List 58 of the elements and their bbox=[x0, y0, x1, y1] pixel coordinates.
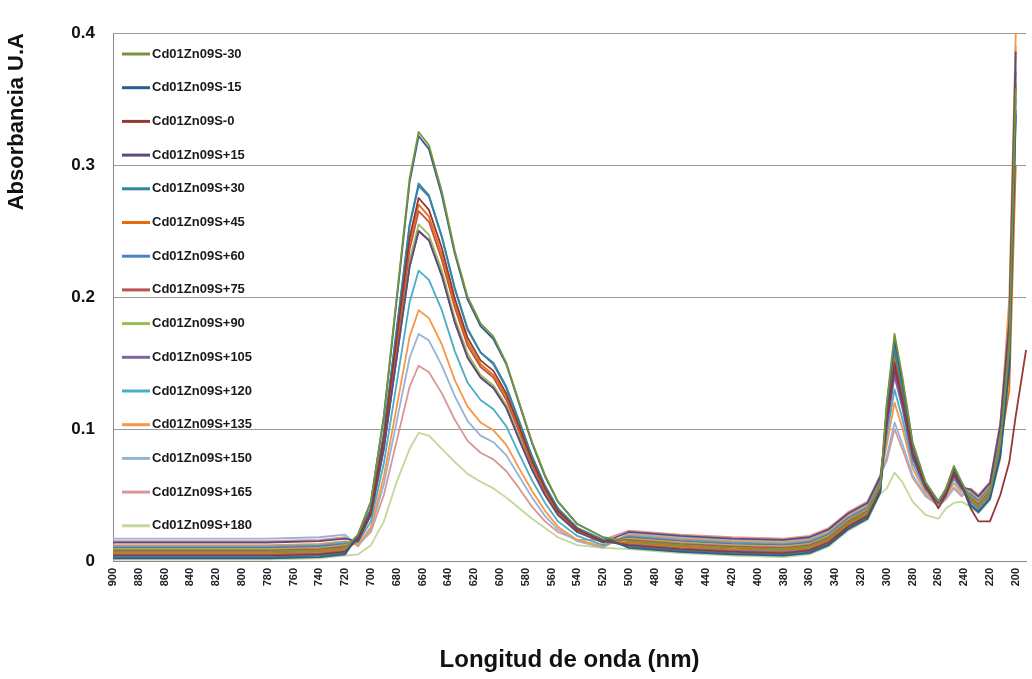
y-tick-label: 0.4 bbox=[71, 22, 96, 42]
legend-label: Cd01Zn09S+120 bbox=[152, 382, 253, 398]
legend-label: Cd01Zn09S-0 bbox=[152, 112, 235, 128]
x-tick-label: 400 bbox=[750, 568, 763, 587]
legend-label: Cd01Zn09S+45 bbox=[152, 214, 245, 230]
x-tick-label: 720 bbox=[338, 568, 351, 587]
y-tick-label: 0.2 bbox=[71, 286, 95, 306]
x-tick-label: 560 bbox=[544, 568, 557, 587]
legend-label: Cd01Zn09S+105 bbox=[152, 348, 253, 364]
x-tick-label: 520 bbox=[596, 568, 609, 587]
x-tick-label: 500 bbox=[621, 568, 634, 587]
legend-label: Cd01Zn09S+135 bbox=[152, 416, 253, 432]
y-tick-label: 0 bbox=[85, 550, 95, 570]
x-axis-title: Longitud de onda (nm) bbox=[439, 645, 700, 673]
x-tick-label: 780 bbox=[260, 568, 273, 587]
x-tick-label: 240 bbox=[957, 568, 970, 587]
legend-label: Cd01Zn09S+180 bbox=[152, 517, 253, 533]
x-tick-label: 460 bbox=[673, 568, 686, 587]
x-tick-label: 320 bbox=[854, 568, 867, 587]
y-axis-title: Absorbancia U.A bbox=[3, 32, 29, 211]
legend-label: Cd01Zn09S+30 bbox=[152, 180, 245, 196]
x-tick-label: 360 bbox=[802, 568, 815, 587]
x-tick-label: 540 bbox=[570, 568, 583, 587]
legend-label: Cd01Zn09S+165 bbox=[152, 483, 253, 499]
legend-label: Cd01Zn09S-30 bbox=[152, 45, 242, 61]
x-tick-label: 200 bbox=[1008, 568, 1021, 587]
x-tick-label: 680 bbox=[389, 568, 402, 587]
x-tick-label: 280 bbox=[905, 568, 918, 587]
x-tick-label: 660 bbox=[415, 568, 428, 587]
x-tick-label: 580 bbox=[518, 568, 531, 587]
x-tick-label: 300 bbox=[879, 568, 892, 587]
x-tick-label: 900 bbox=[106, 568, 119, 587]
x-tick-label: 420 bbox=[725, 568, 738, 587]
y-tick-label: 0.3 bbox=[71, 154, 95, 174]
x-tick-label: 220 bbox=[982, 568, 995, 587]
x-tick-label: 880 bbox=[131, 568, 144, 587]
x-tick-label: 620 bbox=[467, 568, 480, 587]
x-tick-label: 600 bbox=[492, 568, 505, 587]
x-tick-label: 640 bbox=[441, 568, 454, 587]
x-tick-label: 800 bbox=[235, 568, 247, 587]
legend-label: Cd01Zn09S-15 bbox=[152, 79, 242, 95]
x-tick-label: 860 bbox=[157, 568, 170, 587]
legend-label: Cd01Zn09S+75 bbox=[152, 281, 245, 297]
x-tick-label: 840 bbox=[183, 568, 196, 587]
x-tick-label: 760 bbox=[286, 568, 299, 587]
x-tick-label: 380 bbox=[776, 568, 789, 587]
x-tick-label: 820 bbox=[209, 568, 222, 587]
legend-label: Cd01Zn09S+15 bbox=[152, 146, 245, 162]
legend-label: Cd01Zn09S+90 bbox=[152, 315, 245, 331]
x-tick-label: 340 bbox=[828, 568, 841, 587]
legend-label: Cd01Zn09S+150 bbox=[152, 449, 253, 465]
y-tick-label: 0.1 bbox=[71, 418, 95, 438]
x-tick-label: 440 bbox=[699, 568, 712, 587]
x-tick-label: 740 bbox=[312, 568, 325, 587]
x-tick-label: 700 bbox=[363, 568, 376, 587]
x-tick-label: 480 bbox=[647, 568, 660, 587]
legend-label: Cd01Zn09S+60 bbox=[152, 247, 245, 263]
x-tick-label: 260 bbox=[931, 568, 944, 587]
